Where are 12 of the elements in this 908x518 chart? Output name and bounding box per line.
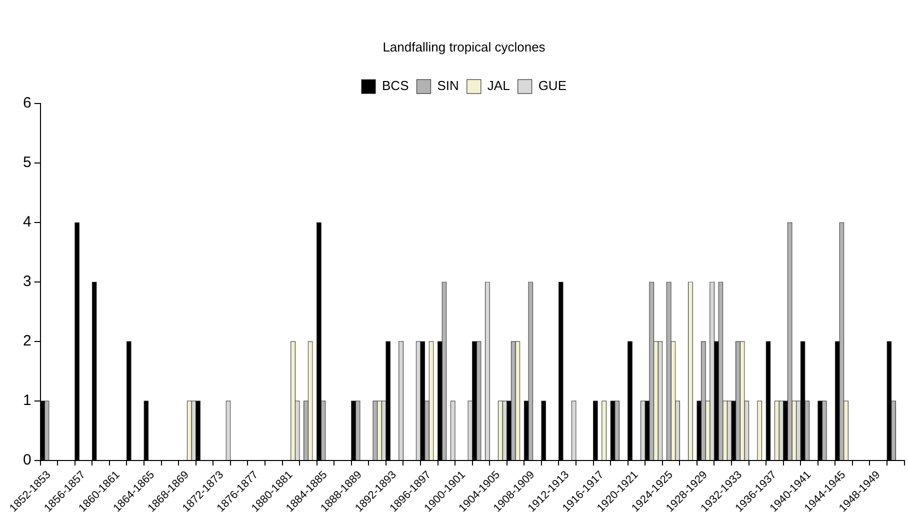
y-tick-label: 5 [23, 154, 32, 172]
legend-label: BCS [382, 78, 410, 94]
legend-label: JAL [487, 78, 510, 94]
y-tick-label: 3 [23, 273, 32, 290]
y-tick-label: 4 [23, 214, 32, 231]
legend-label: SIN [437, 78, 459, 94]
y-tick-label: 2 [23, 332, 32, 350]
chart-title: Landfalling tropical cyclones [382, 39, 546, 54]
y-tick-label: 1 [23, 392, 32, 410]
legend-label: GUE [538, 78, 567, 94]
y-tick-label: 6 [23, 94, 32, 112]
y-tick-label: 0 [23, 452, 32, 469]
